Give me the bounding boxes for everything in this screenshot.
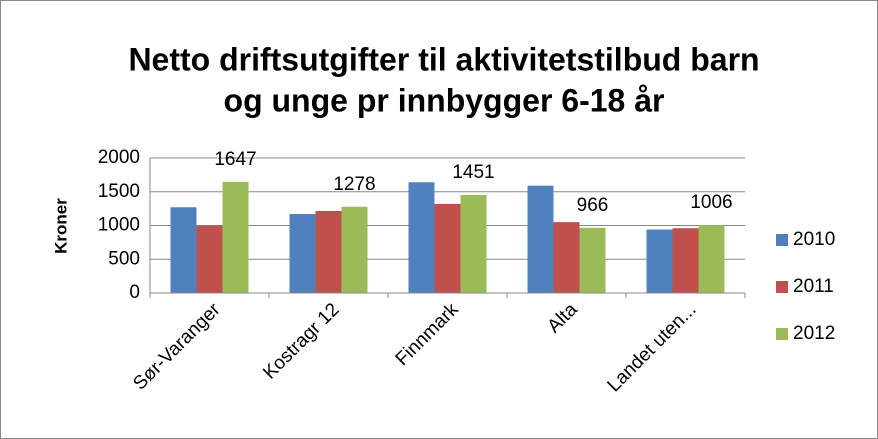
legend-label: 2011 <box>793 276 834 297</box>
bar <box>672 228 699 293</box>
bar <box>434 203 461 293</box>
bar <box>553 222 580 293</box>
bar <box>646 229 673 293</box>
bar <box>170 207 197 293</box>
bar <box>698 225 725 293</box>
bar <box>527 185 554 293</box>
y-tick-label: 2000 <box>98 147 140 168</box>
bar <box>222 181 249 293</box>
y-tick-label: 1000 <box>98 215 140 236</box>
value-label: 1278 <box>333 174 375 195</box>
chart-title: Netto driftsutgifter til aktivitetstilbu… <box>128 41 759 77</box>
chart-title: og unge pr innbygger 6-18 år <box>224 82 665 118</box>
value-label: 1006 <box>690 192 732 213</box>
bar <box>289 214 316 293</box>
y-tick-label: 1500 <box>98 181 140 202</box>
y-axis-label: Kroner <box>51 198 70 254</box>
y-tick-label: 0 <box>129 282 140 303</box>
legend-label: 2012 <box>793 323 835 344</box>
bar <box>341 206 368 293</box>
value-label: 1647 <box>214 149 256 170</box>
legend-swatch <box>776 281 788 293</box>
bar <box>408 182 435 293</box>
bar <box>315 210 342 293</box>
bar <box>196 225 223 293</box>
legend-label: 2010 <box>793 229 835 250</box>
y-tick-label: 500 <box>108 248 140 269</box>
legend-swatch <box>776 328 788 340</box>
legend-swatch <box>776 234 788 246</box>
bar <box>579 227 606 293</box>
bar <box>460 195 487 293</box>
value-label: 966 <box>577 195 609 216</box>
value-label: 1451 <box>452 162 494 183</box>
